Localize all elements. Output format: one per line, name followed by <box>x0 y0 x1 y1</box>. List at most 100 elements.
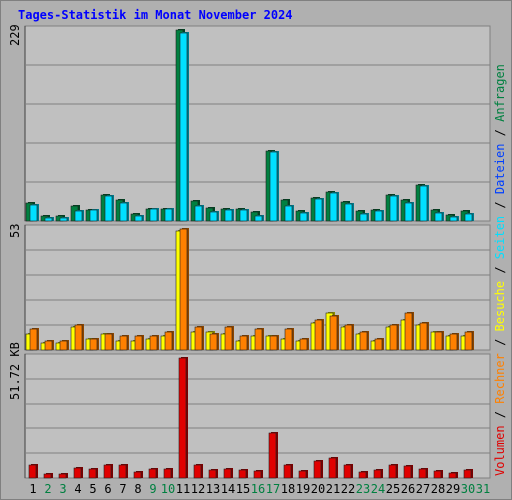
x-tick-label-day-20: 20 <box>311 482 325 496</box>
legend-sep: / <box>493 403 507 426</box>
bar-volumen-day-13 <box>208 469 217 479</box>
bar-volumen-day-10 <box>163 468 172 479</box>
bar-volumen-day-16 <box>253 470 262 479</box>
x-tick-label-day-17: 17 <box>266 482 280 496</box>
bar-volumen-day-9 <box>148 468 157 479</box>
bar-dateien-day-4 <box>74 210 83 222</box>
x-tick-label-day-1: 1 <box>29 482 36 496</box>
bar-dateien-day-11 <box>179 32 188 222</box>
x-tick-label-day-14: 14 <box>221 482 235 496</box>
legend-volume: Volumen <box>493 425 507 476</box>
bar-volumen-day-25 <box>388 464 397 479</box>
bar-dateien-day-12 <box>194 205 203 222</box>
x-tick-label-day-7: 7 <box>119 482 126 496</box>
x-tick-label-day-22: 22 <box>341 482 355 496</box>
bar-volumen-day-15 <box>238 469 247 479</box>
x-tick-label-day-11: 11 <box>176 482 190 496</box>
bar-dateien-day-20 <box>314 198 323 222</box>
legend-sep: / <box>493 331 507 354</box>
bar-volumen-day-23 <box>358 471 367 479</box>
x-tick-label-day-26: 26 <box>401 482 415 496</box>
bar-dateien-day-6 <box>104 195 113 222</box>
legend-sep: / <box>493 194 507 216</box>
bar-besuche-day-4 <box>74 324 83 351</box>
bar-volumen-day-4 <box>73 467 82 479</box>
bar-volumen-day-21 <box>328 457 337 479</box>
bar-dateien-day-27 <box>419 185 428 222</box>
x-tick-label-day-21: 21 <box>326 482 340 496</box>
x-tick-label-day-23: 23 <box>356 482 370 496</box>
bar-besuche-day-5 <box>89 338 98 351</box>
bar-volumen-day-5 <box>88 468 97 479</box>
bar-volumen-day-28 <box>433 470 442 479</box>
bar-dateien-day-5 <box>89 209 98 222</box>
x-tick-label-day-31: 31 <box>476 482 490 496</box>
x-tick-label-day-13: 13 <box>206 482 220 496</box>
bar-volumen-day-7 <box>118 464 127 479</box>
x-tick-label-day-9: 9 <box>149 482 156 496</box>
bar-volumen-day-20 <box>313 460 322 479</box>
bar-volumen-day-3 <box>58 473 67 479</box>
bar-besuche-day-10 <box>164 331 173 351</box>
bar-dateien-day-21 <box>329 192 338 222</box>
legend-sep: / <box>493 259 507 281</box>
bar-besuche-day-19 <box>299 338 308 351</box>
bar-besuche-day-21 <box>329 315 338 351</box>
panel-1-plot-area <box>24 25 491 222</box>
bar-besuche-day-2 <box>44 340 53 351</box>
legend-sep: / <box>493 121 507 144</box>
bar-besuche-day-18 <box>284 328 293 351</box>
bar-besuche-day-3 <box>59 340 68 351</box>
bar-besuche-day-29 <box>449 333 458 351</box>
bar-besuche-day-24 <box>374 338 383 351</box>
bar-besuche-day-13 <box>209 333 218 351</box>
bar-dateien-day-16 <box>254 215 263 222</box>
x-tick-label-day-27: 27 <box>416 482 430 496</box>
bar-dateien-day-2 <box>44 217 53 222</box>
bar-dateien-day-30 <box>464 213 473 222</box>
bar-dateien-day-28 <box>434 212 443 222</box>
legend-dateien: Dateien <box>493 143 507 195</box>
bar-besuche-day-6 <box>104 333 113 351</box>
bar-dateien-day-17 <box>269 151 278 222</box>
x-tick-label-day-19: 19 <box>296 482 310 496</box>
bar-dateien-day-25 <box>389 195 398 222</box>
legend: Volumen / Rechner / Besuche / Seiten / D… <box>493 64 507 476</box>
bar-besuche-day-11 <box>179 228 188 351</box>
bar-besuche-day-28 <box>434 331 443 351</box>
bar-dateien-day-14 <box>224 209 233 222</box>
bar-besuche-day-9 <box>149 335 158 351</box>
x-tick-label-day-15: 15 <box>236 482 250 496</box>
x-tick-label-day-12: 12 <box>191 482 205 496</box>
bar-volumen-day-22 <box>343 464 352 479</box>
x-tick-label-day-2: 2 <box>44 482 51 496</box>
bar-dateien-day-26 <box>404 202 413 222</box>
x-tick-label-day-18: 18 <box>281 482 295 496</box>
legend-rechner: Rechner <box>493 353 507 404</box>
bar-besuche-day-25 <box>389 324 398 351</box>
legend-besuche: Besuche <box>493 280 507 332</box>
x-tick-label-day-8: 8 <box>134 482 141 496</box>
bar-volumen-day-27 <box>418 468 427 479</box>
bar-volumen-day-18 <box>283 464 292 479</box>
bar-dateien-day-15 <box>239 209 248 222</box>
bar-besuche-day-23 <box>359 331 368 351</box>
bar-besuche-day-8 <box>134 335 143 351</box>
bar-besuche-day-20 <box>314 319 323 351</box>
bar-besuche-day-15 <box>239 335 248 351</box>
bar-volumen-day-14 <box>223 468 232 479</box>
bar-besuche-day-30 <box>464 331 473 351</box>
bar-besuche-day-26 <box>404 312 413 351</box>
x-tick-label-day-6: 6 <box>104 482 111 496</box>
bar-dateien-day-24 <box>374 210 383 222</box>
bar-dateien-day-22 <box>344 203 353 222</box>
bar-dateien-day-23 <box>359 213 368 222</box>
x-tick-label-day-3: 3 <box>59 482 66 496</box>
bar-besuche-day-7 <box>119 335 128 351</box>
x-tick-label-day-29: 29 <box>446 482 460 496</box>
bar-dateien-day-8 <box>134 215 143 222</box>
bar-volumen-day-19 <box>298 470 307 479</box>
bar-besuche-day-14 <box>224 326 233 351</box>
bar-dateien-day-19 <box>299 212 308 222</box>
panel-3-plot-area <box>24 353 491 479</box>
